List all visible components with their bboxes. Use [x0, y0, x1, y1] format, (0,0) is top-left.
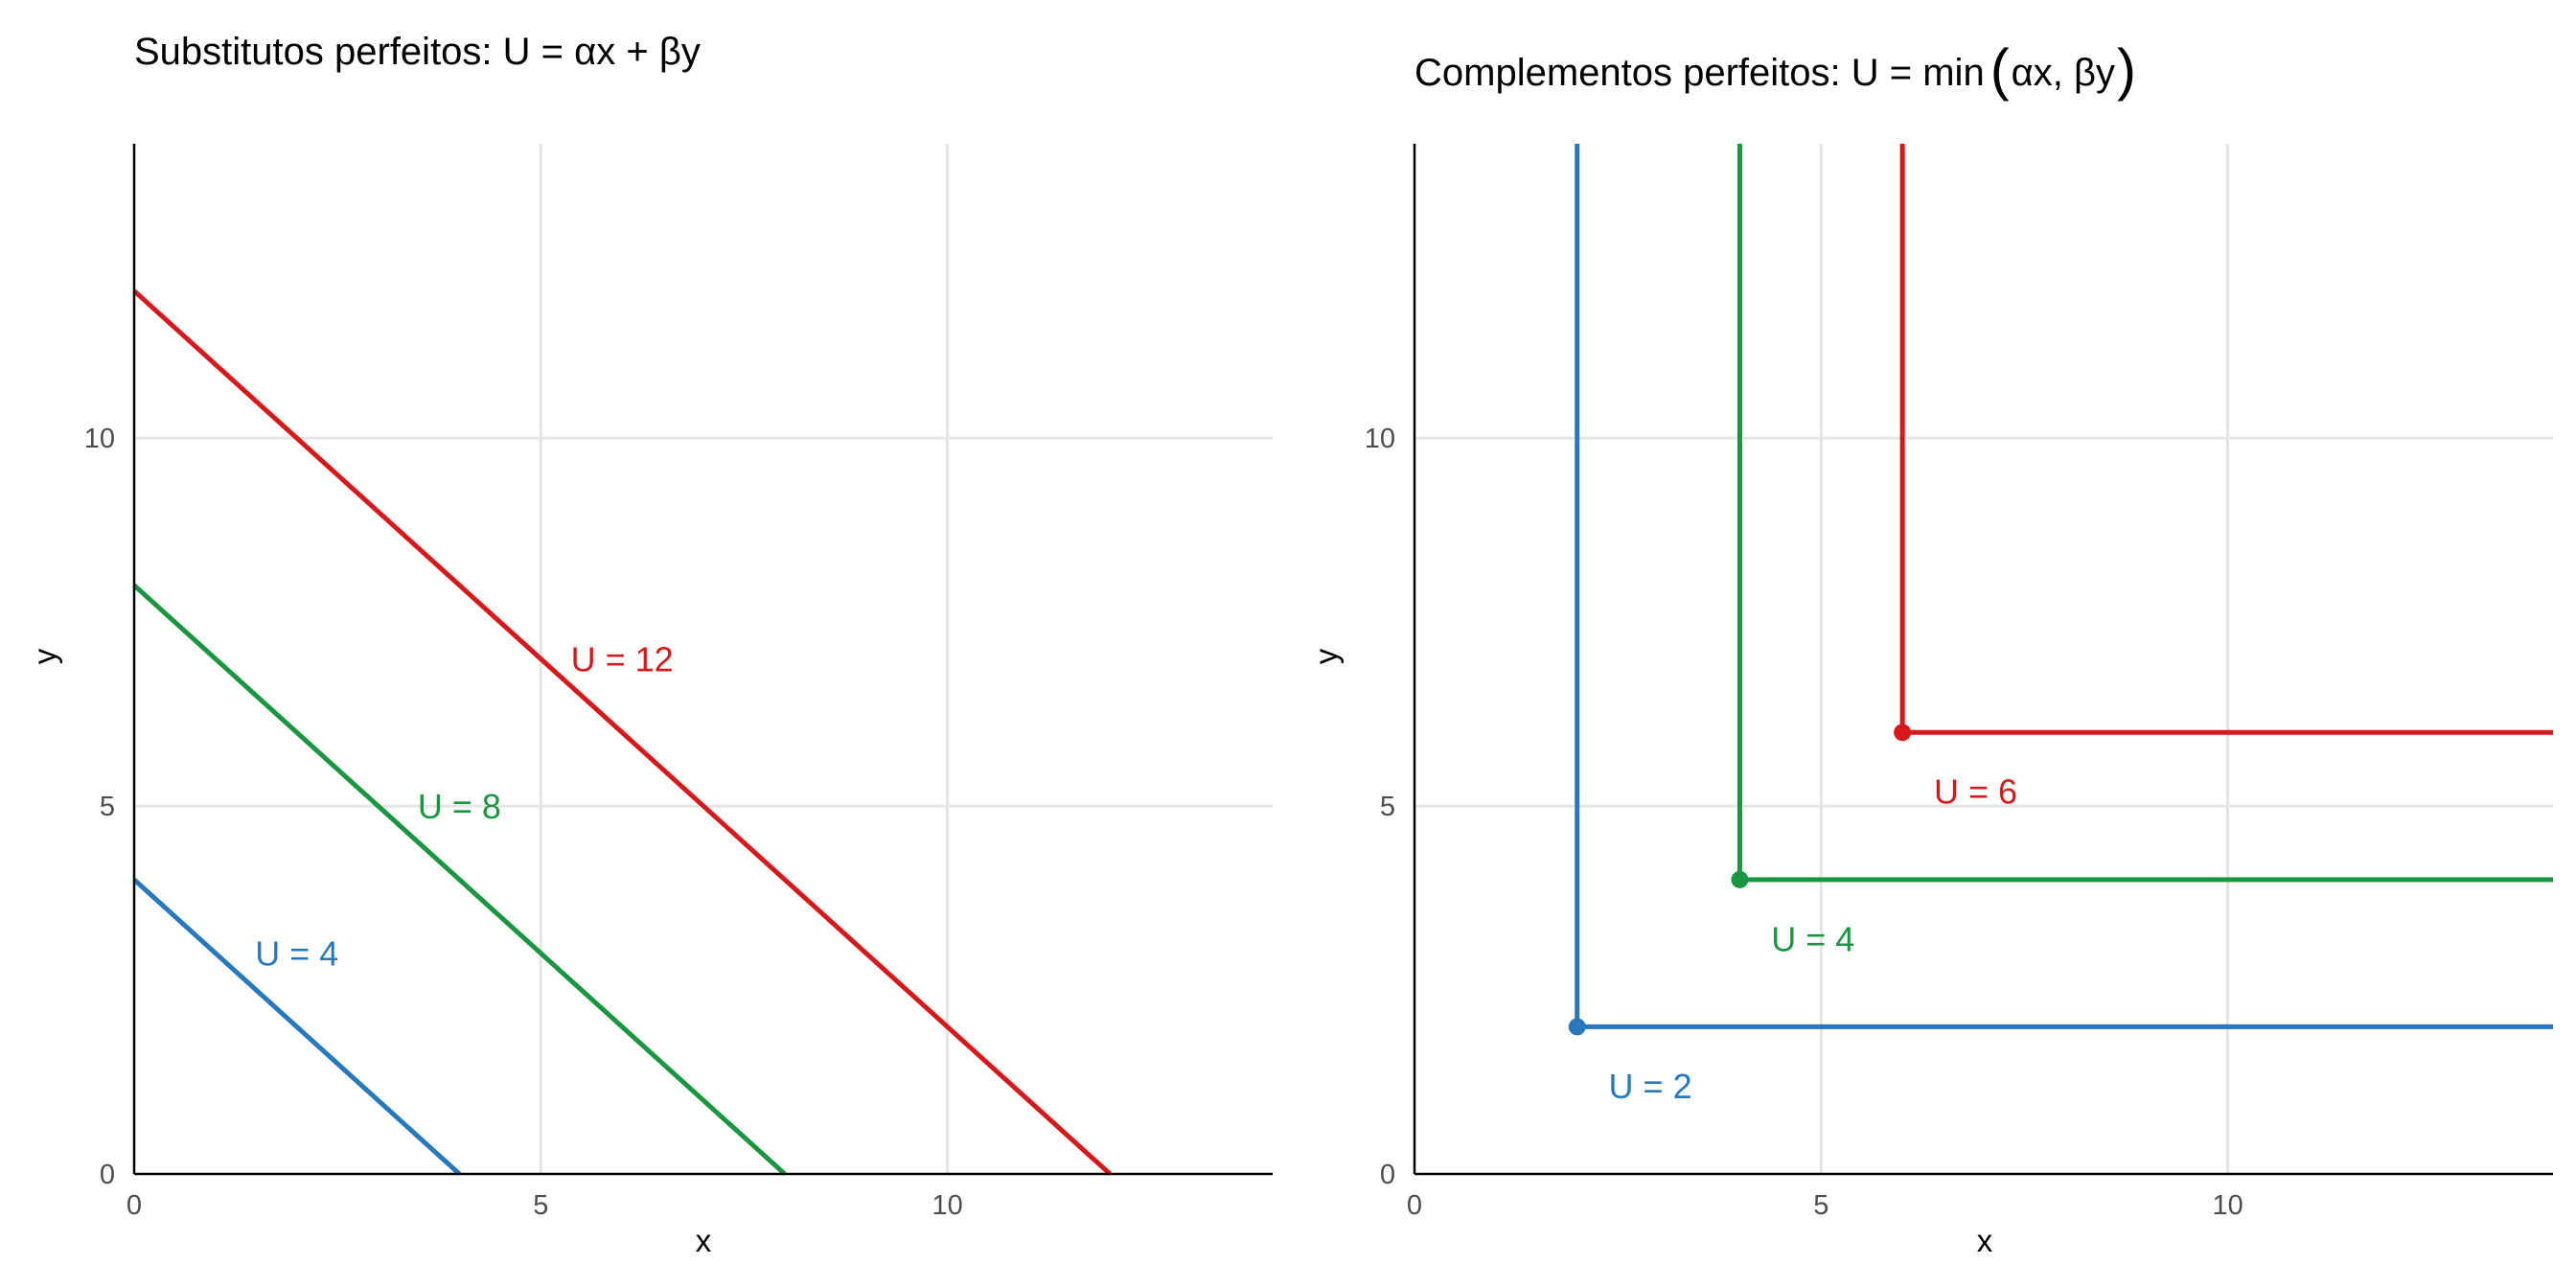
- y-tick-label: 0: [100, 1160, 115, 1190]
- curve-label: U = 8: [418, 787, 501, 826]
- indifference-curve: [132, 878, 462, 1176]
- curve-labels: U = 4 U = 8 U = 12: [255, 640, 673, 974]
- x-axis-title: x: [696, 1223, 712, 1258]
- corner-point: [1731, 870, 1749, 888]
- indifference-curve: [1736, 144, 2553, 883]
- curve-labels: U = 2 U = 4 U = 6: [1609, 772, 2017, 1106]
- y-tick-label: 5: [100, 792, 115, 822]
- curve-label: U = 12: [571, 640, 674, 679]
- curve-label: U = 4: [255, 934, 338, 974]
- x-tick-label: 0: [1407, 1190, 1422, 1221]
- grid: [1414, 144, 2553, 1174]
- panel-title: Substitutos perfeitos: U = αx + βy: [134, 31, 701, 73]
- x-tick-label: 10: [2212, 1190, 2242, 1221]
- axes: [132, 144, 1273, 1176]
- panel-title-args: αx, βy: [2012, 52, 2115, 94]
- curve-label: U = 2: [1609, 1067, 1692, 1106]
- grid: [134, 144, 1273, 1174]
- y-tick-label: 10: [1365, 424, 1395, 454]
- indifference-curve: [132, 583, 787, 1176]
- y-tick-label: 0: [1380, 1160, 1395, 1190]
- corner-point: [1894, 724, 1912, 742]
- tick-labels: 0 5 10 0 5 10: [84, 424, 963, 1221]
- y-tick-label: 10: [84, 424, 115, 454]
- title-open-paren: (: [1990, 37, 2010, 102]
- x-tick-label: 5: [1813, 1190, 1828, 1221]
- indifference-curve: [132, 288, 1112, 1176]
- panel-title: Complementos perfeitos: U = min (αx, βy): [1414, 37, 2136, 102]
- complements-panel: Complementos perfeitos: U = min (αx, βy) …: [1308, 37, 2553, 1258]
- y-axis-title: y: [1308, 648, 1344, 664]
- curves: [1568, 144, 2553, 1036]
- x-tick-label: 5: [533, 1190, 548, 1221]
- tick-labels: 0 5 10 0 5 10: [1365, 424, 2243, 1221]
- curves: [132, 288, 1112, 1176]
- curve-label: U = 6: [1934, 772, 2017, 812]
- x-tick-label: 0: [126, 1190, 142, 1221]
- substitutes-panel: Substitutos perfeitos: U = αx + βy 0 5 100…: [27, 31, 1273, 1258]
- y-tick-label: 5: [1380, 792, 1395, 822]
- y-axis-title: y: [27, 648, 62, 664]
- title-close-paren: ): [2117, 37, 2136, 102]
- panel-title-prefix: Complementos perfeitos: U = min: [1414, 52, 1985, 94]
- curve-label: U = 4: [1771, 919, 1854, 958]
- corner-point: [1568, 1018, 1586, 1036]
- x-tick-label: 10: [932, 1190, 962, 1221]
- x-axis-title: x: [1977, 1223, 1993, 1258]
- axes: [1413, 144, 2553, 1176]
- indifference-curve: [1575, 144, 2553, 1029]
